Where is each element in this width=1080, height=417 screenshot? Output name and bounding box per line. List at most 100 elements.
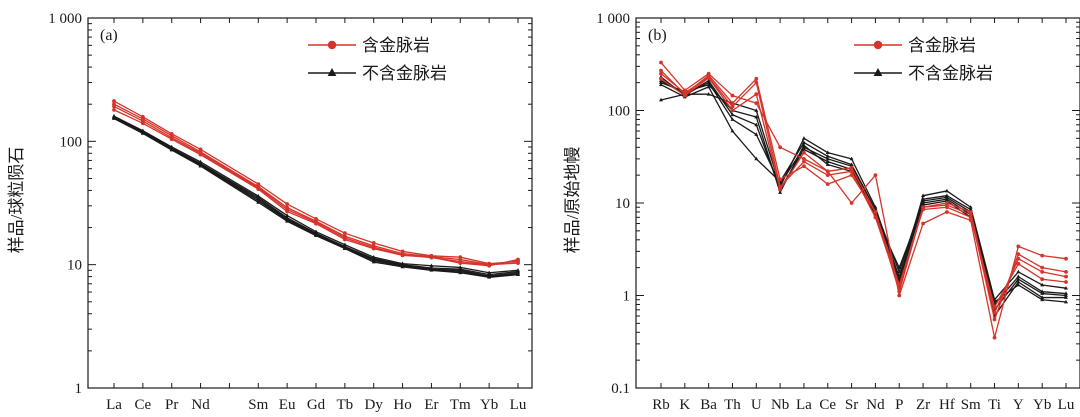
panel-b-data-point-la (802, 164, 806, 169)
panel-b-data-point-y (1016, 274, 1021, 278)
panel-a-x-tick-label-sm: Sm (248, 397, 268, 413)
panel-b-data-point-u (754, 156, 759, 161)
panel-a-series-line (113, 109, 519, 267)
panel-a-x-tick-label-nd: Nd (191, 397, 210, 413)
panel-b-data-point-th (730, 128, 735, 133)
panel-b-data-point-y (1016, 244, 1021, 249)
panel-b-label: (b) (648, 27, 667, 44)
panel-b-legend-marker-circle (873, 40, 883, 50)
panel-b-data-point-y (1016, 276, 1021, 281)
panel-a-x-tick-label-yb: Yb (480, 397, 498, 413)
panel-a-y-tick-label: 10 (67, 258, 82, 274)
panel-b-x-tick-label-lu: Lu (1058, 397, 1075, 413)
panel-a-legend-label-gold-bearing: 含金脉岩 (362, 36, 430, 55)
panel-b-x-tick-label-sm: Sm (961, 397, 981, 413)
panel-b-data-point-sm (968, 210, 973, 214)
panel-a-x-tick-label-pr: Pr (165, 397, 178, 413)
panel-b-x-tick-label-nd: Nd (866, 397, 885, 413)
panel-b-data-point-hf (944, 210, 949, 214)
panel-b-x-tick-label-yb: Yb (1033, 397, 1051, 413)
panel-a-data-point-lu (516, 272, 520, 277)
panel-a-data-point-ce (140, 121, 145, 126)
panel-a-data-point-tm (458, 261, 463, 265)
panel-a-data-point-dy (371, 246, 376, 251)
panel-a-data-point-sm (256, 200, 261, 204)
panel-a-data-point-yb (487, 275, 492, 279)
panel-b-data-point-yb (1040, 253, 1045, 258)
panel-b-data-point-p (897, 293, 902, 298)
panel-a-series-gold-bearing-2 (112, 102, 520, 267)
panel-a-data-point-nd (198, 163, 203, 168)
panel-a-legend-marker-triangle (327, 68, 337, 77)
panel-a-chondrite-ree-plot: 1 10 100 1 000 La Ce Pr Nd Sm Eu Gd Tb Dy Ho Er Tm Yb Lu (… (7, 11, 533, 413)
panel-a-series-gold-bearing-3 (112, 104, 520, 268)
panel-b-data-point-sr (849, 165, 854, 170)
panel-b-data-point-zr (921, 193, 926, 198)
panel-a-data-point-tb (342, 237, 347, 242)
panel-a-legend-label-non-gold-bearing: 不含金脉岩 (362, 64, 447, 83)
panel-a-data-point-tb (342, 242, 347, 247)
panel-a-data-point-lu (516, 257, 520, 262)
panel-b-data-point-sm (968, 207, 973, 211)
panel-b-data-point-y (1016, 279, 1021, 284)
panel-b-data-point-ti (992, 317, 997, 322)
panel-b-data-point-la (802, 150, 806, 155)
panel-b-data-point-la (801, 140, 806, 144)
panel-b-series-non-gold-bearing-1 (659, 91, 1068, 302)
panel-b-series-line (660, 93, 1067, 301)
panel-b-data-point-u (754, 101, 759, 106)
panel-a-data-point-la (112, 99, 116, 103)
panel-b-x-tick-label-zr: Zr (916, 397, 930, 413)
panel-b-data-point-la (802, 156, 806, 161)
panel-b-data-point-u (754, 114, 759, 119)
panel-b-data-point-yb (1040, 282, 1045, 287)
panel-b-data-point-zr (921, 196, 926, 201)
panel-b-x-tick-label-sr: Sr (845, 397, 858, 413)
panel-b-data-point-ba (706, 76, 711, 80)
panel-b-x-tick-label-k: K (679, 397, 690, 413)
panel-a-series-gold-bearing-4 (112, 107, 520, 268)
panel-a-data-point-ho (400, 264, 405, 269)
panel-b-data-point-y (1016, 261, 1021, 266)
panel-b-data-point-p (897, 286, 902, 291)
panel-a-x-tick-label-dy: Dy (365, 397, 384, 413)
panel-b-x-tick-label-y: Y (1013, 397, 1024, 413)
panel-a-data-point-tb (342, 246, 347, 250)
panel-b-data-point-zr (921, 207, 925, 212)
panel-b-data-point-ce (825, 154, 830, 158)
panel-a-data-point-la (112, 104, 116, 109)
panel-a-series-line (113, 100, 519, 265)
panel-b-data-point-lu (1064, 269, 1068, 274)
panel-a-plot-frame (87, 17, 533, 389)
panel-b-data-point-sr (849, 156, 854, 161)
panel-b-data-point-ce (825, 162, 830, 166)
panel-b-data-point-sr (849, 201, 854, 205)
panel-a-data-point-pr (169, 147, 174, 152)
panel-a-data-point-tm (458, 270, 463, 275)
panel-b-series-non-gold-bearing-4 (659, 74, 1068, 318)
panel-a-x-tick-label-er: Er (424, 397, 438, 413)
panel-a-legend-marker-circle (327, 40, 337, 50)
panel-a-data-point-gd (314, 233, 318, 237)
panel-a-data-point-nd (198, 152, 203, 157)
panel-b-x-tick-label-p: P (895, 397, 903, 413)
panel-b-data-point-th (730, 104, 735, 109)
panel-b-data-point-rb (659, 76, 663, 81)
panel-a-x-tick-label-tm: Tm (450, 397, 471, 413)
panel-b-x-tick-label-u: U (751, 397, 762, 413)
panel-b-legend-label-gold-bearing: 含金脉岩 (908, 36, 976, 55)
panel-a-data-point-la (112, 116, 116, 120)
panel-b-data-point-zr (921, 202, 926, 207)
panel-a-y-axis-title: 样品/球粒陨石 (7, 147, 26, 254)
panel-b-data-point-ba (706, 78, 711, 83)
panel-b-data-point-u (754, 80, 759, 85)
panel-b-data-point-ce (825, 159, 830, 164)
panel-b-data-point-rb (659, 97, 663, 102)
panel-a-series-line (113, 105, 519, 266)
panel-b-legend-marker-triangle (873, 68, 883, 77)
panel-b-data-point-ba (706, 84, 711, 89)
panel-b-series-line (660, 73, 1067, 314)
panel-b-data-point-hf (944, 196, 949, 201)
panel-a-x-tick-label-la: La (106, 397, 122, 413)
